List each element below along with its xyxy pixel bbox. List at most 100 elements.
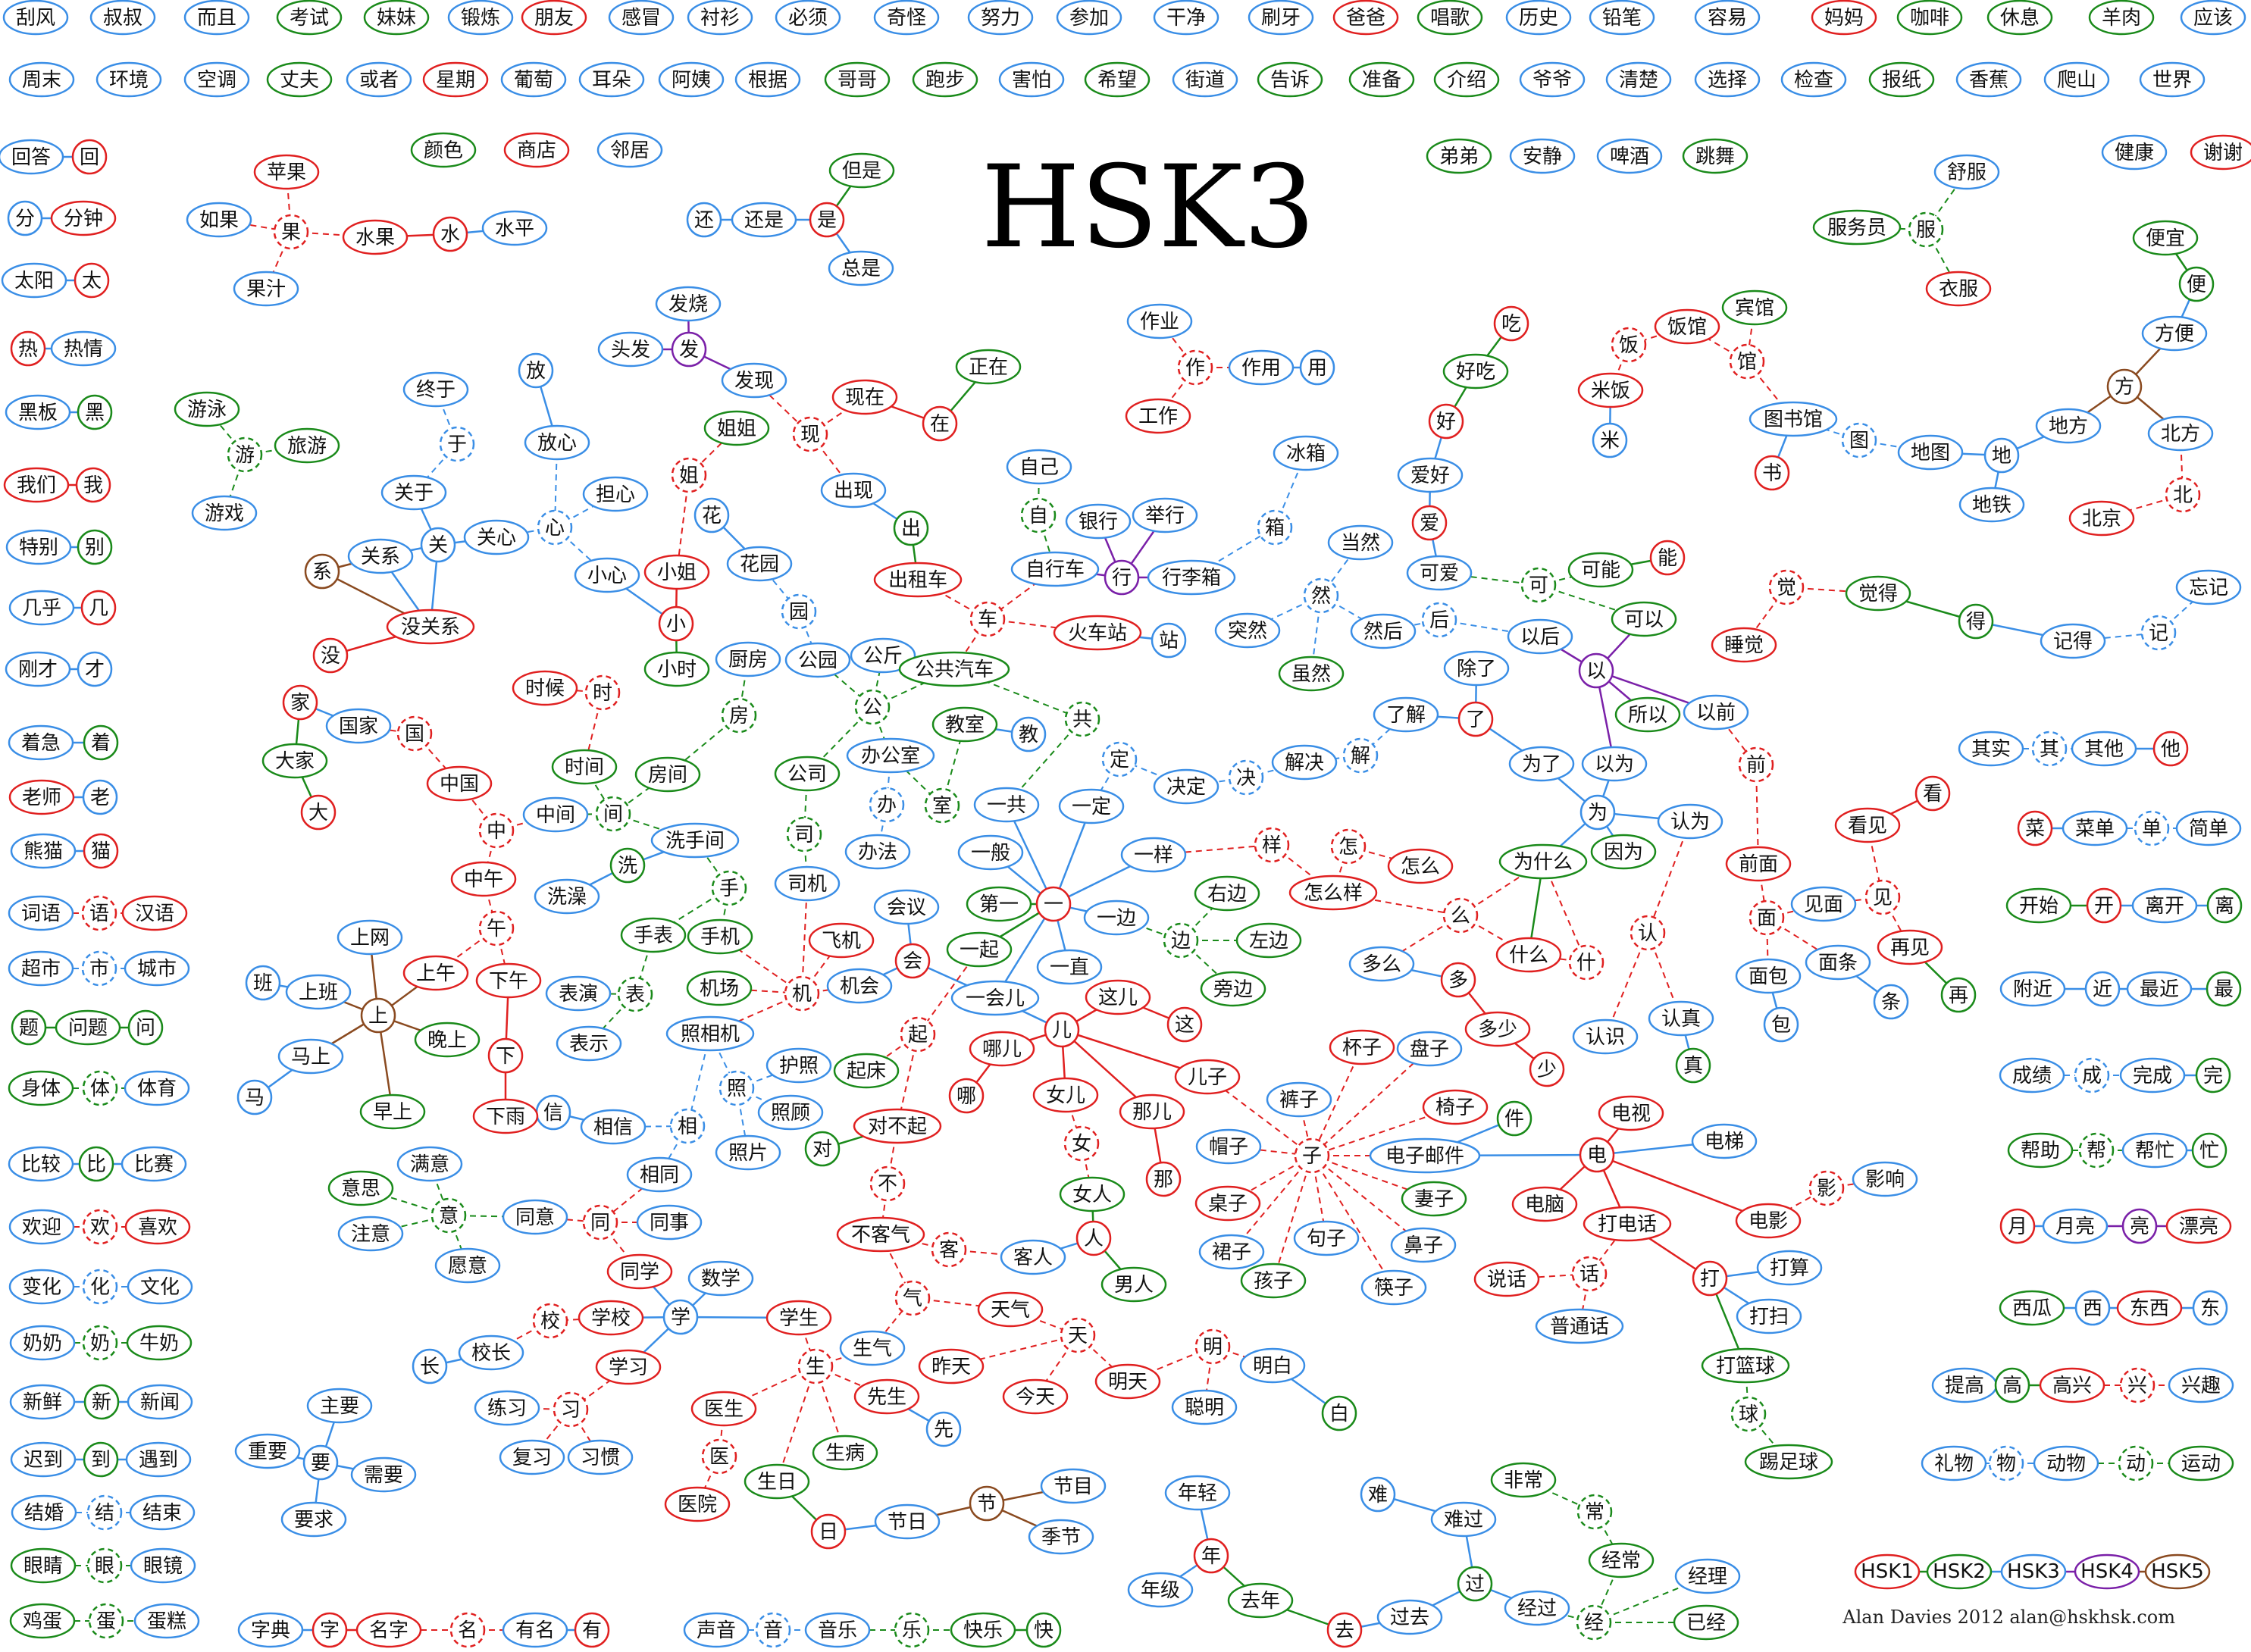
word-node-n210: 游戏: [191, 495, 258, 531]
word-label: 准备: [1362, 69, 1401, 92]
word-bubble: [873, 0, 940, 36]
word-label: 附近: [2013, 978, 2052, 1001]
word-bubble: [1177, 349, 1213, 386]
word-label: 正在: [969, 356, 1008, 379]
word-node-n302: 手: [711, 870, 747, 906]
word-label: 过: [1465, 1573, 1485, 1596]
word-bubble: [306, 1388, 373, 1424]
word-node-n142: 果汁: [233, 271, 299, 307]
word-node-n113: 到: [83, 1441, 119, 1478]
word-label: 以前: [1696, 702, 1736, 724]
word-node-n215: 放心: [524, 424, 590, 461]
word-node-n351: 习: [553, 1391, 589, 1428]
word-label: 菜: [2025, 818, 2045, 840]
word-label: 刚才: [18, 659, 58, 681]
word-label: 上班: [299, 981, 338, 1004]
word-label: 词语: [21, 903, 61, 925]
word-bubble: [1994, 1367, 2030, 1403]
word-label: 意: [439, 1205, 459, 1228]
word-label: 历史: [1519, 7, 1558, 30]
word-bubble: [10, 330, 46, 367]
word-bubble: [8, 1209, 75, 1245]
word-label: 动物: [2046, 1453, 2086, 1475]
word-bubble: [1999, 1208, 2036, 1244]
word-label: 行: [1112, 567, 1132, 590]
word-label: 前: [1746, 754, 1766, 777]
word-label: 洗澡: [547, 886, 587, 909]
word-label: 电脑: [1525, 1194, 1564, 1216]
word-node-n490: 离: [2206, 887, 2243, 924]
word-bubble: [969, 601, 1006, 637]
word-node-n132: 音乐: [804, 1612, 871, 1648]
word-node-n410: 昨天: [918, 1348, 985, 1384]
word-label: 发: [679, 339, 699, 361]
word-node-n18: 历史: [1505, 0, 1572, 36]
word-bubble: [7, 200, 43, 236]
word-label: 校: [540, 1310, 560, 1333]
word-node-n331: 马: [236, 1079, 273, 1115]
word-label: 自行车: [1025, 558, 1085, 581]
word-node-n365: 先: [925, 1411, 962, 1447]
word-bubble: [524, 424, 590, 461]
word-bubble: [1002, 1378, 1069, 1415]
word-bubble: [412, 1348, 448, 1384]
word-bubble: [1805, 944, 1871, 981]
word-label: 题: [19, 1017, 39, 1040]
word-bubble: [686, 202, 722, 238]
word-bubble: [1493, 305, 1529, 342]
word-bubble: [50, 200, 117, 236]
word-node-n439: 妻子: [1401, 1181, 1467, 1217]
word-node-n300: 洗: [609, 847, 646, 884]
word-label: 明白: [1253, 1355, 1292, 1378]
word-label: 害怕: [1012, 69, 1051, 92]
word-node-n150: 服: [1908, 211, 1944, 248]
word-bubble: [582, 1204, 618, 1241]
word-label: 好: [1436, 411, 1456, 433]
word-node-n296: 房间: [634, 756, 701, 793]
word-label: 黑板: [18, 402, 58, 424]
word-label: 表示: [569, 1033, 609, 1056]
word-node-n332: 下午: [475, 962, 542, 999]
word-node-n416: 白: [1321, 1395, 1357, 1431]
word-node-n367: 医: [701, 1438, 737, 1475]
word-label: 空调: [197, 69, 236, 92]
word-bubble: [1266, 1081, 1332, 1118]
word-node-n269: 以为: [1581, 746, 1648, 782]
word-bubble: [124, 1070, 190, 1106]
word-node-n323: 上网: [337, 919, 403, 956]
word-label: 奶: [90, 1332, 110, 1355]
word-label: 女人: [1072, 1184, 1112, 1206]
link-n162-n164: [1610, 344, 1630, 391]
word-label: 没关系: [401, 616, 460, 639]
word-bubble: [422, 61, 489, 98]
word-node-n505: 亮: [2121, 1208, 2158, 1244]
word-bubble: [839, 1330, 906, 1366]
word-label: 先: [934, 1419, 953, 1441]
word-label: 迟到: [23, 1449, 63, 1472]
word-label: 电: [1587, 1144, 1607, 1167]
word-node-n399: 起: [900, 1016, 936, 1053]
word-bubble: [828, 250, 894, 286]
word-label: 儿: [1052, 1019, 1072, 1042]
word-label: 睡觉: [1724, 634, 1764, 657]
word-bubble: [774, 756, 841, 792]
word-node-n312: 会议: [873, 889, 940, 925]
word-node-n16: 爸爸: [1332, 0, 1399, 36]
word-label: 东: [2200, 1297, 2220, 1320]
word-node-n185: 作业: [1126, 303, 1193, 339]
word-label: 中: [487, 820, 506, 843]
word-node-n515: 兴趣: [2168, 1367, 2234, 1403]
word-node-n448: 电脑: [1511, 1186, 1578, 1222]
word-node-n72: 我: [75, 467, 111, 503]
word-label: 过去: [1390, 1607, 1429, 1629]
word-node-n482: 他: [2152, 731, 2189, 767]
word-label: 身体: [21, 1078, 61, 1100]
word-label: 蛋糕: [147, 1610, 186, 1633]
word-label: 头发: [611, 339, 650, 361]
word-label: 月: [2008, 1216, 2027, 1238]
word-label: 妈妈: [1824, 7, 1864, 30]
word-label: 聪明: [1185, 1397, 1224, 1419]
word-label: 为了: [1522, 753, 1561, 776]
word-node-n254: 箱: [1257, 509, 1293, 546]
word-bubble: [8, 1070, 74, 1106]
